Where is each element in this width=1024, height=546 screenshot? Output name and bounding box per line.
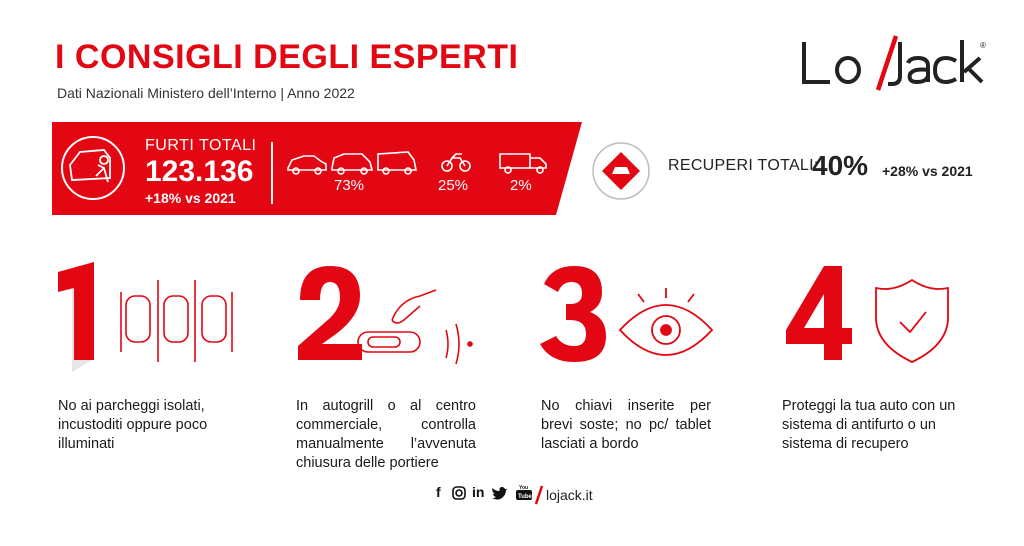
recuperi-value: 40% [812,150,869,181]
page-title: I CONSIGLI DEGLI ESPERTI [55,38,519,76]
instagram-icon[interactable] [452,486,466,500]
recuperi-delta: +28% vs 2021 [882,163,973,179]
eye-icon [618,288,714,356]
recuperi-label: RECUPERI TOTALI: [668,157,819,174]
van-icon [377,151,417,175]
cars-percent: 73% [334,177,365,194]
svg-text:Tube: Tube [518,494,532,500]
lojack-logo-mark: ® [802,35,986,91]
furti-value: 123.136 [145,155,254,188]
suv-icon [331,153,374,175]
linkedin-icon[interactable]: in [472,484,485,500]
furti-label: FURTI TOTALI [145,137,257,154]
truck-percent: 2% [510,177,532,194]
furti-banner [52,122,582,215]
svg-text:You: You [519,485,528,491]
page-subtitle: Dati Nazionali Ministero dell’Interno | … [57,85,355,101]
lojack-logo[interactable]: ® [796,30,986,100]
door-handle-remote-icon [357,289,473,365]
footer-slash [534,485,544,505]
number-1-graphic [58,262,94,372]
motorcycle-icon [441,153,471,172]
recovery-car-icon [592,142,650,200]
tip-1-text: No ai parcheggi isolati, incustoditi opp… [58,398,208,452]
facebook-icon[interactable]: f [436,484,441,500]
motorcycle-percent: 25% [438,177,469,194]
website-link[interactable]: lojack.it [546,487,593,503]
car-icon [287,155,327,175]
furti-delta: +18% vs 2021 [145,190,236,206]
parked-cars-icon [120,280,233,362]
tip-2-text: In autogrill o al centro commerciale, co… [296,398,476,471]
thief-car-icon [61,136,125,200]
number-3-graphic [540,266,606,362]
youtube-icon[interactable]: You Tube [516,484,532,500]
tip-3-text: No chiavi inserite per brevi soste; no p… [541,398,711,452]
truck-icon [499,153,547,174]
shield-check-icon [875,278,949,363]
registered-mark: ® [980,41,986,50]
tip-4-text: Proteggi la tua auto con un sistema di a… [782,398,956,452]
number-4-graphic [786,266,852,360]
number-2-graphic [298,266,362,360]
twitter-icon[interactable] [492,487,508,500]
